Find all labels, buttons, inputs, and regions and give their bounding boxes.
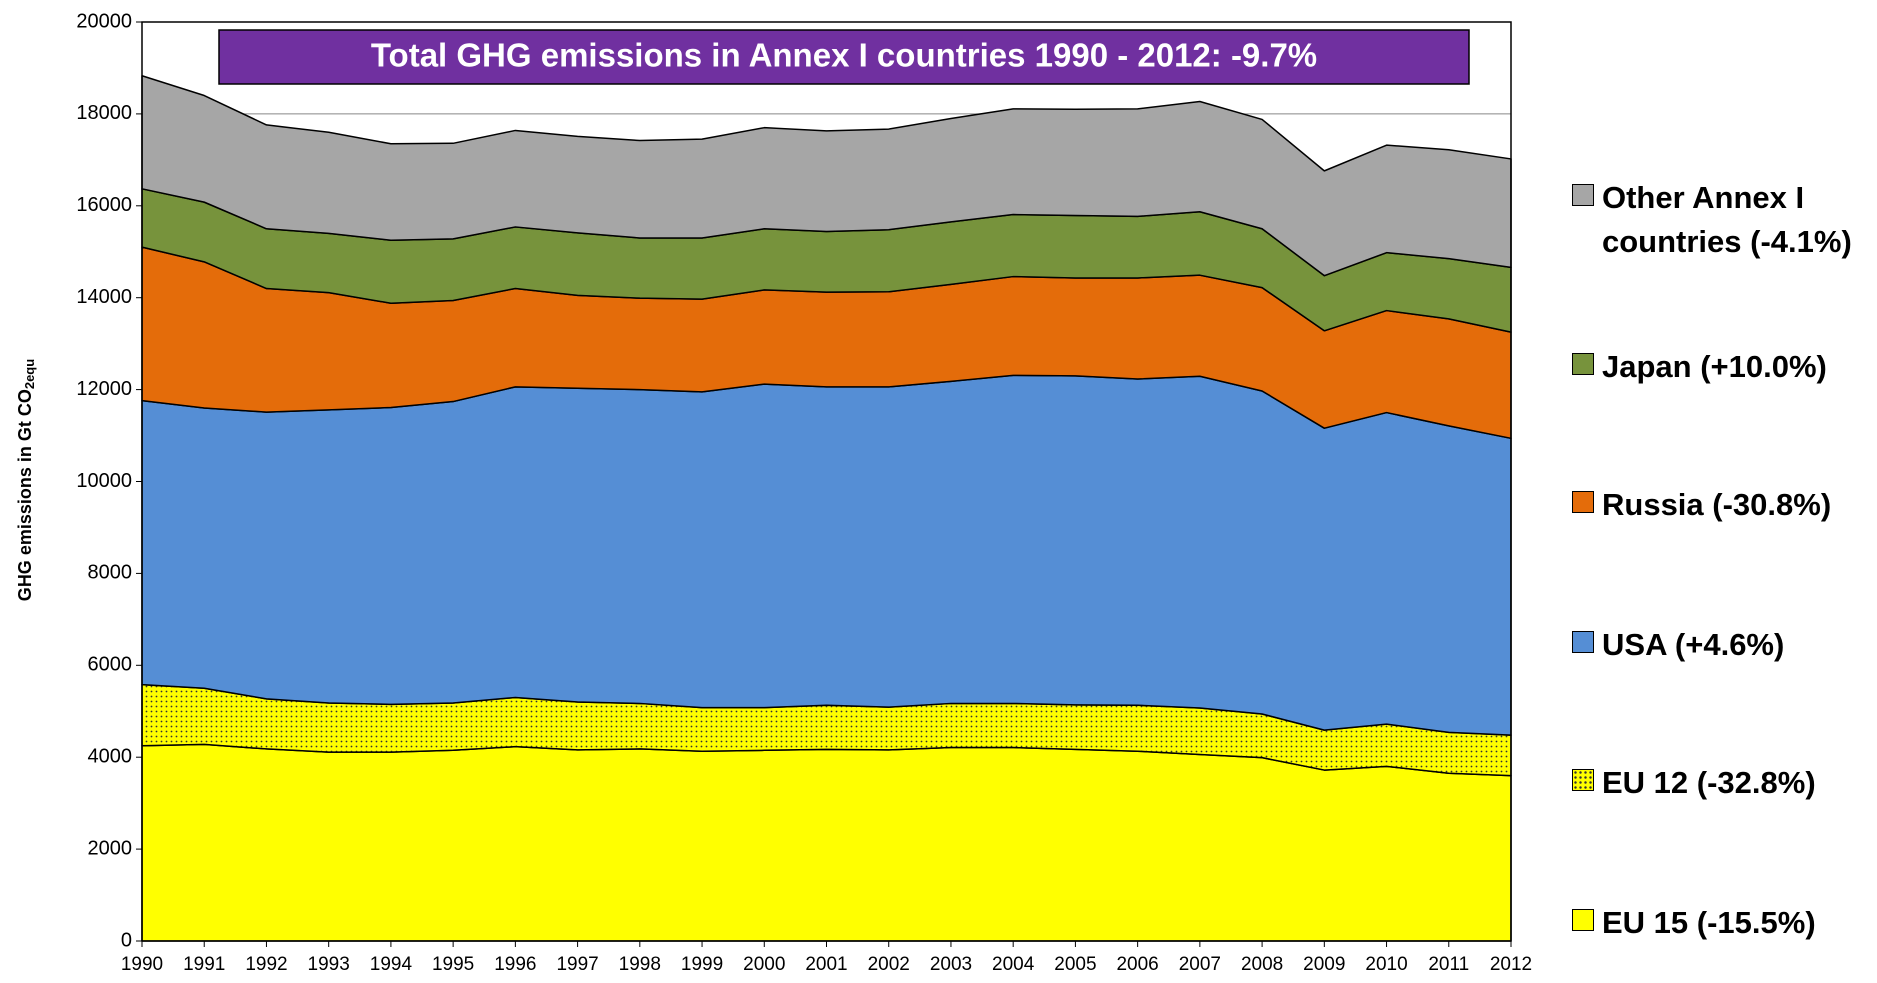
y-axis-label: GHG emissions in Gt CO2equ xyxy=(15,359,38,601)
y-tick-label: 14000 xyxy=(76,286,132,308)
legend-swatch xyxy=(1572,909,1594,931)
y-label-main: GHG emissions in Gt CO xyxy=(15,389,35,601)
x-tick-label: 2008 xyxy=(1241,954,1283,975)
x-tick-label: 1992 xyxy=(245,954,287,975)
y-tick-label: 20000 xyxy=(76,10,132,32)
x-tick-label: 1990 xyxy=(121,954,163,975)
legend-label: Other Annex I countries (-4.1%) xyxy=(1602,180,1852,259)
x-tick-label: 2010 xyxy=(1365,954,1407,975)
chart-title: Total GHG emissions in Annex I countries… xyxy=(371,37,1317,74)
y-tick-label: 6000 xyxy=(88,654,133,676)
y-tick-label: 0 xyxy=(121,929,132,951)
x-tick-label: 2007 xyxy=(1179,954,1221,975)
legend-entry: Russia (-30.8%) xyxy=(1572,483,1872,527)
x-tick-label: 2012 xyxy=(1490,954,1532,975)
x-tick-label: 1999 xyxy=(681,954,723,975)
area xyxy=(141,743,1512,942)
legend-swatch xyxy=(1572,769,1594,791)
x-tick-label: 2009 xyxy=(1303,954,1345,975)
x-tick-label: 2006 xyxy=(1116,954,1158,975)
x-tick-label: 2002 xyxy=(868,954,910,975)
legend-entry: EU 12 (-32.8%) xyxy=(1572,761,1872,805)
x-tick-label: 1991 xyxy=(183,954,225,975)
legend-swatch xyxy=(1572,491,1594,513)
y-tick-label: 16000 xyxy=(76,194,132,216)
x-tick-label: 2011 xyxy=(1428,954,1469,975)
legend-label: Japan (+10.0%) xyxy=(1602,349,1827,384)
x-tick-label: 2000 xyxy=(743,954,785,975)
x-tick-label: 2005 xyxy=(1054,954,1096,975)
legend-label: EU 12 (-32.8%) xyxy=(1602,765,1816,800)
legend-swatch xyxy=(1572,184,1594,206)
y-tick-label: 2000 xyxy=(88,837,133,859)
legend-label: EU 15 (-15.5%) xyxy=(1602,905,1816,940)
x-tick-label: 2004 xyxy=(992,954,1035,975)
legend-entry: EU 15 (-15.5%) xyxy=(1572,901,1872,945)
x-tick-label: 1993 xyxy=(308,954,350,975)
y-tick-label: 12000 xyxy=(76,378,132,400)
x-tick-label: 1995 xyxy=(432,954,474,975)
x-tick-label: 1997 xyxy=(556,954,598,975)
x-tick-label: 1998 xyxy=(619,954,661,975)
y-tick-label: 18000 xyxy=(76,102,132,124)
area xyxy=(141,374,1512,736)
x-tick-label: 1996 xyxy=(494,954,536,975)
x-tick-label: 2001 xyxy=(805,954,847,975)
y-label-sub: 2equ xyxy=(22,359,37,389)
x-tick-label: 1994 xyxy=(370,954,413,975)
y-tick-label: 4000 xyxy=(88,745,133,767)
legend-entry: USA (+4.6%) xyxy=(1572,623,1872,667)
y-tick-label: 10000 xyxy=(76,470,132,492)
legend-swatch xyxy=(1572,353,1594,375)
y-tick-label: 8000 xyxy=(88,562,133,584)
legend-entry: Japan (+10.0%) xyxy=(1572,345,1872,389)
title-box xyxy=(218,29,1470,85)
legend-swatch xyxy=(1572,631,1594,653)
x-tick-label: 2003 xyxy=(930,954,972,975)
legend-label: USA (+4.6%) xyxy=(1602,627,1785,662)
legend-label: Russia (-30.8%) xyxy=(1602,487,1832,522)
legend-entry: Other Annex I countries (-4.1%) xyxy=(1572,176,1872,264)
